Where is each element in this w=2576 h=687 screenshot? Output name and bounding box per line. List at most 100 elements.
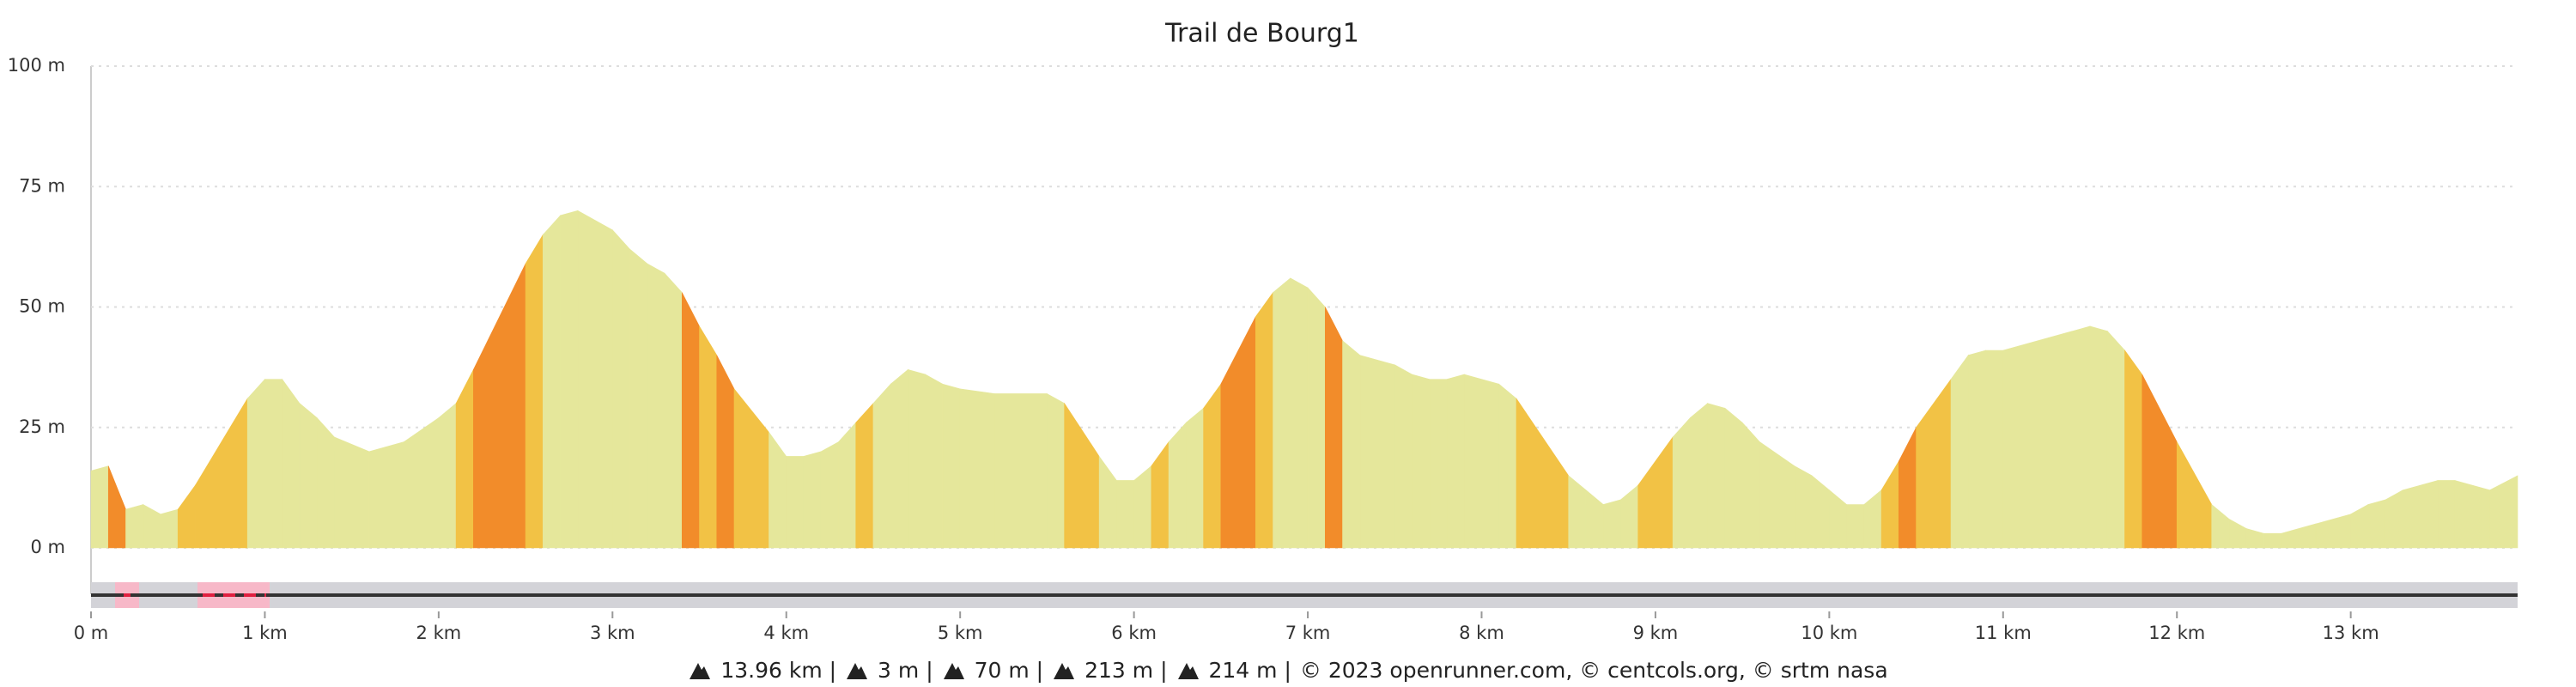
elevation-segment: [664, 272, 683, 549]
elevation-segment: [1203, 383, 1222, 549]
elevation-segment: [1498, 383, 1517, 549]
elevation-segment: [1307, 287, 1326, 549]
elevation-segment: [368, 441, 404, 549]
elevation-segment: [1446, 374, 1465, 549]
elevation-segment: [125, 504, 144, 549]
elevation-segment: [1637, 436, 1674, 549]
elevation-segment: [334, 436, 370, 549]
elevation-segment: [1047, 392, 1065, 549]
footer-stat: 214 m |: [1208, 657, 1291, 683]
elevation-segment: [1759, 441, 1795, 549]
elevation-segment: [2281, 523, 2317, 549]
elevation-segment: [1342, 340, 1361, 549]
elevation-segment: [890, 368, 908, 549]
elevation-segment: [1950, 354, 1969, 549]
elevation-segment: [2245, 528, 2264, 549]
elevation-segment: [769, 431, 787, 549]
elevation-segment: [994, 393, 1048, 549]
elevation-segment: [2089, 325, 2108, 549]
x-tick-label: 2 km: [416, 623, 462, 643]
footer-stat: 70 m |: [974, 657, 1044, 683]
elevation-segment: [1916, 378, 1952, 549]
elevation-segment: [803, 451, 822, 549]
icon-shape: [1054, 663, 1075, 679]
icon-shape: [690, 663, 711, 679]
y-tick-label: 75 m: [19, 175, 65, 196]
elevation-segment: [1880, 459, 1899, 549]
x-tick-label: 5 km: [938, 623, 983, 643]
elevation-segment: [1741, 422, 1760, 549]
chart: Trail de Bourg1 0 m 25 m 50 m 75 m 100 m 0 m 1…: [8, 19, 2518, 643]
elevation-segment: [1585, 489, 1604, 549]
elevation-segment: [2228, 518, 2247, 549]
elevation-segment: [1186, 407, 1204, 549]
elevation-segment: [577, 210, 613, 549]
elevation-segment: [2211, 503, 2230, 549]
elevation-segment: [2106, 330, 2125, 549]
x-tick-label: 12 km: [2148, 623, 2205, 643]
elevation-segment: [2002, 325, 2091, 549]
elevation-segment: [1811, 475, 1830, 549]
elevation-segment: [2263, 532, 2281, 549]
elevation-segment: [90, 465, 109, 549]
elevation-segment: [1255, 291, 1273, 549]
elevation-segment: [455, 369, 474, 549]
x-tick-label: 9 km: [1633, 623, 1679, 643]
elevation-segment: [177, 484, 196, 549]
x-tick-label: 3 km: [590, 623, 635, 643]
elevation-segment: [2403, 480, 2439, 549]
stat-icon: [943, 663, 964, 679]
elevation-segment: [1899, 427, 1917, 549]
footer: 13.96 km | 3 m | 70 m | 213 m | 214 m | © 202…: [0, 654, 2576, 685]
elevation-segment: [560, 210, 579, 549]
elevation-segment: [107, 465, 126, 549]
elevation-segment: [786, 456, 805, 549]
elevation-segment: [925, 374, 944, 549]
elevation-segment: [1324, 307, 1343, 549]
elevation-segment: [1794, 465, 1813, 549]
elevation-segment: [733, 388, 769, 549]
elevation-segment: [2489, 475, 2518, 549]
elevation-segment: [1863, 489, 1882, 549]
x-tick-label: 8 km: [1459, 623, 1504, 643]
elevation-segment: [1672, 416, 1691, 549]
elevation-segment: [1273, 277, 1291, 549]
stat-icon: [1177, 663, 1199, 679]
elevation-segment: [1359, 355, 1395, 549]
elevation-segment: [908, 369, 926, 549]
elevation-segment: [2454, 480, 2490, 549]
elevation-segment: [1620, 484, 1638, 549]
elevation-segment: [699, 325, 718, 549]
elevation-segment: [438, 403, 457, 549]
stat-icon: [847, 663, 868, 679]
footer-stat: 3 m |: [878, 657, 933, 683]
icon-shape: [943, 663, 964, 679]
elevation-segment: [1568, 475, 1587, 549]
x-tick-label: 1 km: [242, 623, 288, 643]
elevation-segment: [1151, 441, 1170, 549]
elevation-segment: [1724, 407, 1743, 549]
x-tick-label: 6 km: [1111, 623, 1157, 643]
footer-stat: 213 m |: [1084, 657, 1168, 683]
elevation-segment: [195, 398, 248, 549]
elevation-segment: [1463, 374, 1500, 549]
y-tick-label: 50 m: [19, 296, 65, 317]
elevation-segment: [246, 378, 265, 549]
elevation-segment: [1290, 277, 1309, 549]
elevation-segment: [1602, 499, 1621, 549]
x-tick-label: 11 km: [1975, 623, 2032, 643]
x-tick-label: 0 m: [74, 623, 109, 643]
footer-credits: © 2023 openrunner.com, © centcols.org, ©…: [1299, 657, 1888, 683]
elevation-segment: [1429, 379, 1448, 549]
elevation-segment: [299, 403, 318, 549]
elevation-segment: [473, 263, 526, 549]
elevation-segment: [1968, 350, 1986, 549]
elevation-segment: [2315, 514, 2351, 549]
stat-icon: [690, 663, 711, 679]
stat-icon: [1054, 663, 1075, 679]
elevation-segment: [1516, 398, 1570, 549]
x-tick-label: 7 km: [1285, 623, 1331, 643]
elevation-segment: [1168, 422, 1187, 549]
elevation-segment: [2367, 499, 2386, 549]
